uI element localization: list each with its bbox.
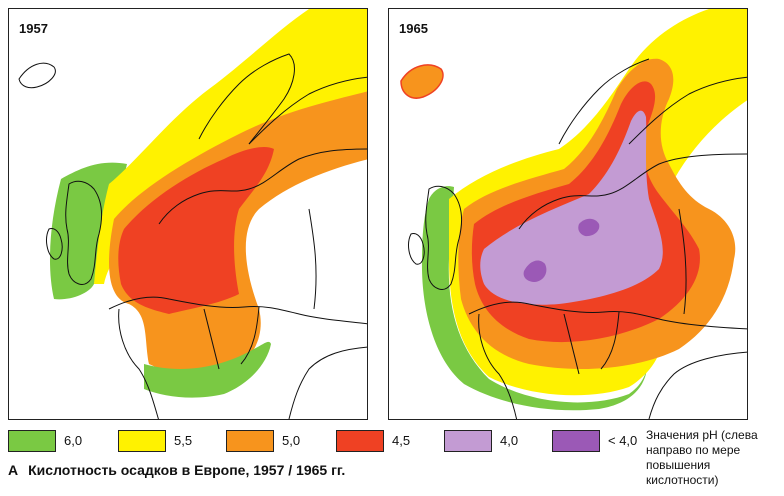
map-year-label: 1957 — [19, 21, 48, 36]
figure-caption: А Кислотность осадков в Европе, 1957 / 19… — [8, 462, 345, 478]
legend-label: 5,5 — [174, 433, 193, 448]
map-1957: 1957 — [8, 8, 368, 420]
map-1957-graphic — [18, 9, 367, 419]
caption-text: Кислотность осадков в Европе, 1957 / 196… — [28, 462, 346, 478]
zone-4-5 — [118, 147, 274, 314]
caption-letter: А — [8, 462, 19, 478]
zone-6-0-south — [144, 341, 271, 398]
zone-5-0-iceland — [400, 64, 444, 99]
legend-swatch — [336, 430, 384, 452]
map-1965-graphic — [400, 9, 747, 419]
zone-4-0 — [480, 110, 663, 305]
zone-lt-4-0 — [523, 260, 547, 282]
legend-label: 4,0 — [500, 433, 519, 448]
map-1965: 1965 — [388, 8, 748, 420]
zone-6-0 — [421, 186, 647, 411]
legend-swatch — [444, 430, 492, 452]
legend-swatch — [118, 430, 166, 452]
legend-swatch — [552, 430, 600, 452]
legend-swatch — [226, 430, 274, 452]
legend-label: 6,0 — [64, 433, 83, 448]
legend-label: 5,0 — [282, 433, 301, 448]
legend-label: < 4,0 — [608, 433, 638, 448]
zone-lt-4-0-b — [578, 218, 600, 237]
legend-note: Значения pH (слева направо по мере повыш… — [646, 428, 758, 487]
legend-label: 4,5 — [392, 433, 411, 448]
legend-swatch — [8, 430, 56, 452]
map-year-label: 1965 — [399, 21, 428, 36]
